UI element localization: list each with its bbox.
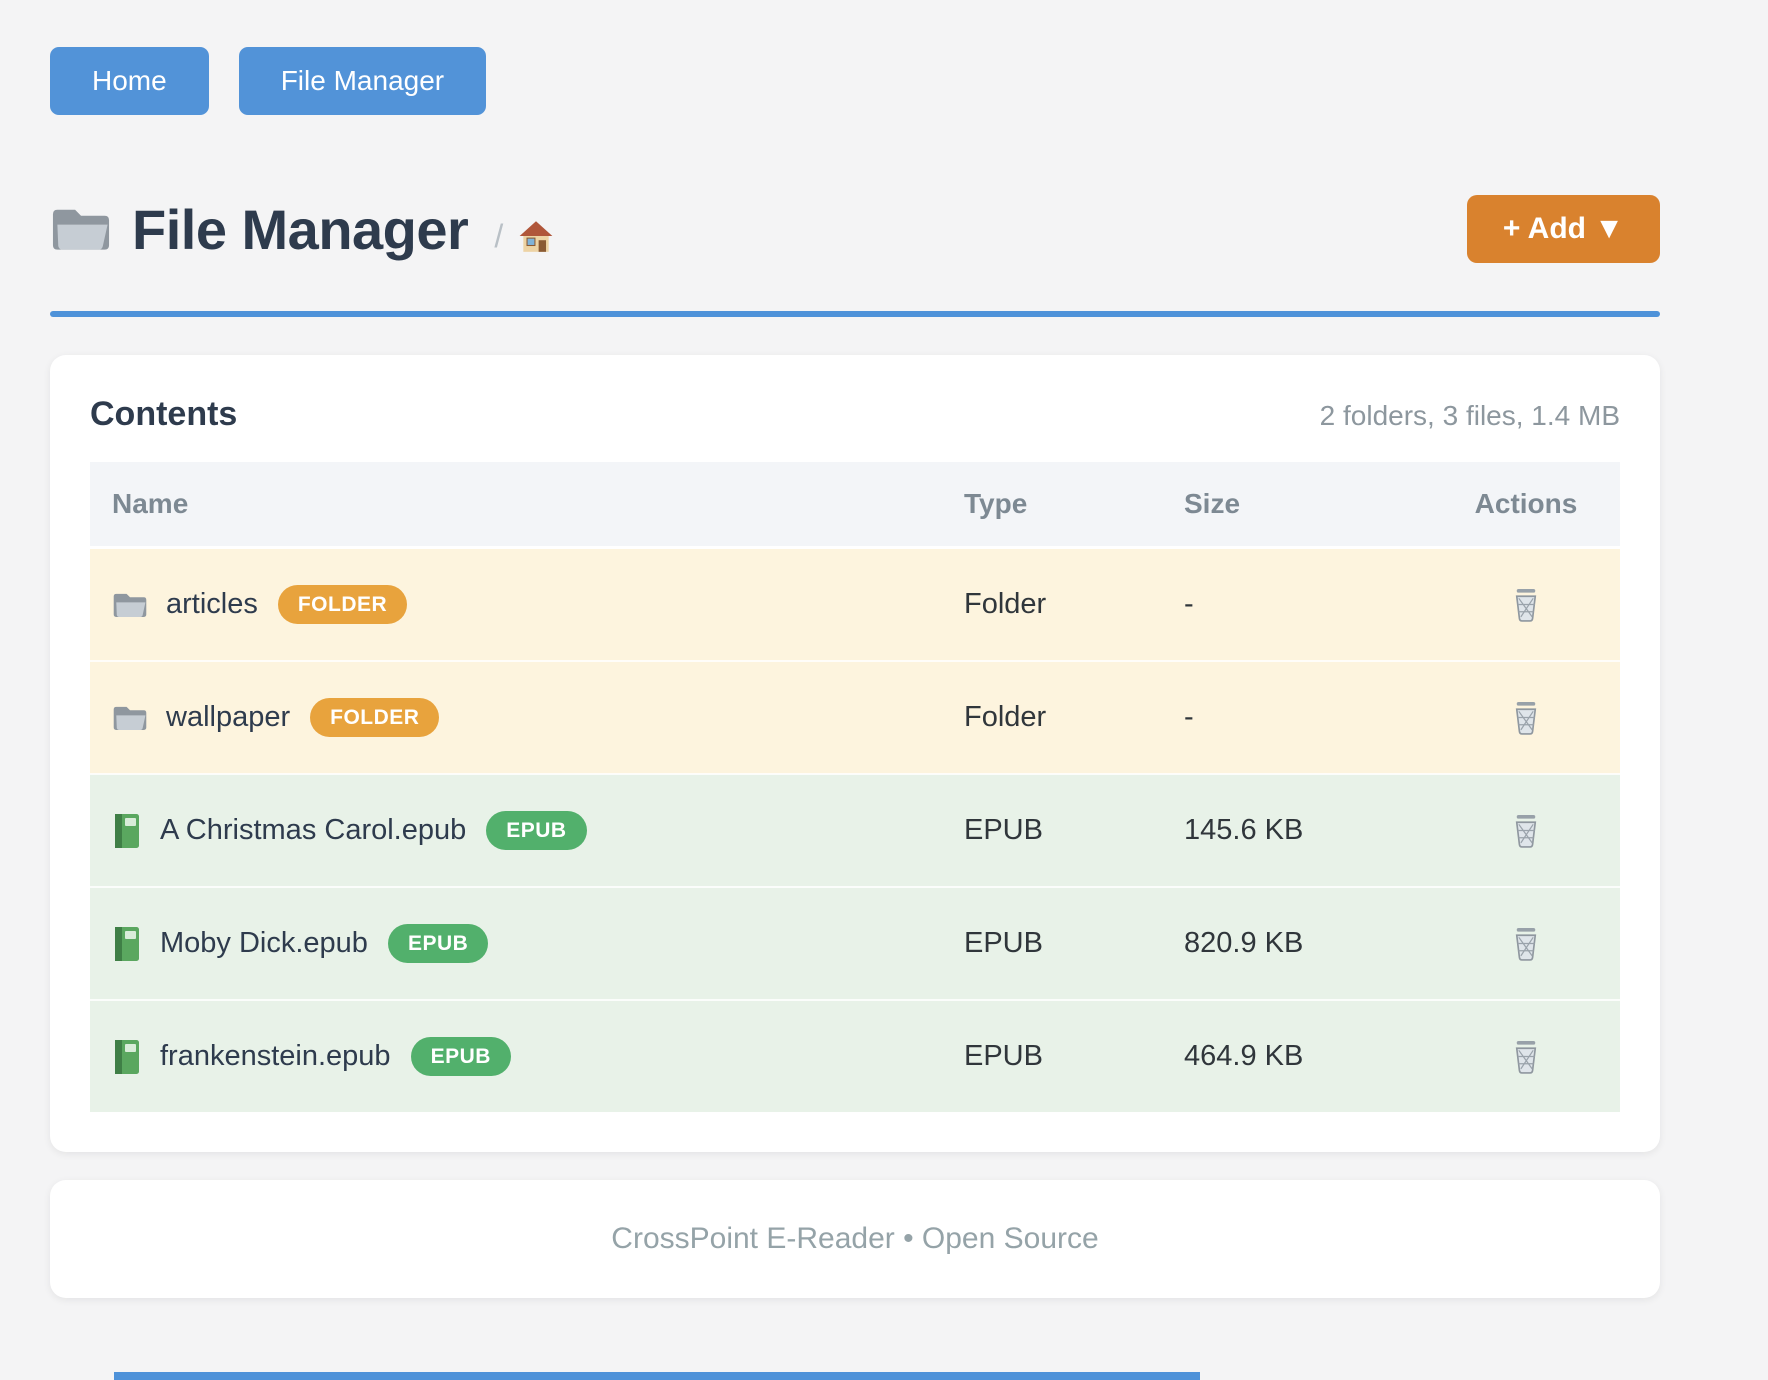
contents-card: Contents 2 folders, 3 files, 1.4 MB Name… xyxy=(50,355,1660,1152)
folder-icon xyxy=(52,209,110,250)
breadcrumb-separator: / xyxy=(494,217,504,254)
trash-icon xyxy=(1515,813,1537,848)
file-type: EPUB xyxy=(942,774,1162,888)
column-header-type: Type xyxy=(942,462,1162,549)
contents-table: Name Type Size Actions articles FOLDER xyxy=(90,462,1620,1112)
file-manager-button[interactable]: File Manager xyxy=(238,47,487,115)
book-icon xyxy=(115,813,139,848)
file-name-link[interactable]: wallpaper xyxy=(166,701,291,733)
footer-text: CrossPoint E-Reader • Open Source xyxy=(611,1222,1099,1255)
add-button[interactable]: + Add ▼ xyxy=(1466,195,1660,263)
delete-button[interactable] xyxy=(1511,587,1541,622)
page-title: File Manager xyxy=(132,197,469,261)
folder-icon xyxy=(113,593,147,617)
breadcrumb: / xyxy=(494,218,555,255)
trash-icon xyxy=(1515,926,1537,961)
trash-icon xyxy=(1515,700,1537,735)
column-header-actions: Actions xyxy=(1432,462,1620,549)
contents-summary: 2 folders, 3 files, 1.4 MB xyxy=(1319,400,1620,431)
home-button[interactable]: Home xyxy=(50,47,209,115)
trash-icon xyxy=(1515,1039,1537,1074)
contents-heading: Contents xyxy=(90,395,238,433)
table-header-row: Name Type Size Actions xyxy=(90,462,1620,549)
folder-icon xyxy=(113,706,147,730)
delete-button[interactable] xyxy=(1511,926,1541,961)
table-row[interactable]: A Christmas Carol.epub EPUB EPUB 145.6 K… xyxy=(90,774,1620,888)
page-container: Home File Manager File Manager / + Add ▼… xyxy=(50,0,1660,1298)
table-row[interactable]: Moby Dick.epub EPUB EPUB 820.9 KB xyxy=(90,887,1620,1001)
column-header-name: Name xyxy=(90,462,942,549)
epub-badge: EPUB xyxy=(387,924,489,963)
file-size: 820.9 KB xyxy=(1162,887,1432,1001)
epub-badge: EPUB xyxy=(486,811,587,850)
delete-button[interactable] xyxy=(1511,1039,1541,1074)
title-divider xyxy=(50,311,1660,317)
book-icon xyxy=(115,1039,139,1074)
page-header: File Manager / + Add ▼ xyxy=(50,195,1660,263)
file-size: - xyxy=(1162,547,1432,662)
file-size: - xyxy=(1162,661,1432,775)
home-icon[interactable] xyxy=(517,218,555,254)
folder-badge: FOLDER xyxy=(310,698,440,737)
file-size: 464.9 KB xyxy=(1162,1000,1432,1112)
trash-icon xyxy=(1515,587,1537,622)
top-nav: Home File Manager xyxy=(50,47,1660,115)
file-type: Folder xyxy=(942,661,1162,775)
footer-card: CrossPoint E-Reader • Open Source xyxy=(50,1180,1660,1298)
epub-badge: EPUB xyxy=(410,1037,511,1076)
partial-blue-divider xyxy=(114,1372,1200,1380)
file-type: Folder xyxy=(942,547,1162,662)
file-name-link[interactable]: frankenstein.epub xyxy=(160,1040,391,1072)
table-row[interactable]: wallpaper FOLDER Folder - xyxy=(90,661,1620,775)
folder-badge: FOLDER xyxy=(277,585,408,624)
book-icon xyxy=(115,926,139,961)
delete-button[interactable] xyxy=(1511,700,1541,735)
table-row[interactable]: frankenstein.epub EPUB EPUB 464.9 KB xyxy=(90,1000,1620,1112)
file-type: EPUB xyxy=(942,1000,1162,1112)
file-name-link[interactable]: articles xyxy=(166,588,258,620)
file-name-link[interactable]: A Christmas Carol.epub xyxy=(160,814,467,846)
column-header-size: Size xyxy=(1162,462,1432,549)
file-size: 145.6 KB xyxy=(1162,774,1432,888)
delete-button[interactable] xyxy=(1511,813,1541,848)
file-type: EPUB xyxy=(942,887,1162,1001)
file-name-link[interactable]: Moby Dick.epub xyxy=(160,927,368,959)
table-row[interactable]: articles FOLDER Folder - xyxy=(90,547,1620,662)
